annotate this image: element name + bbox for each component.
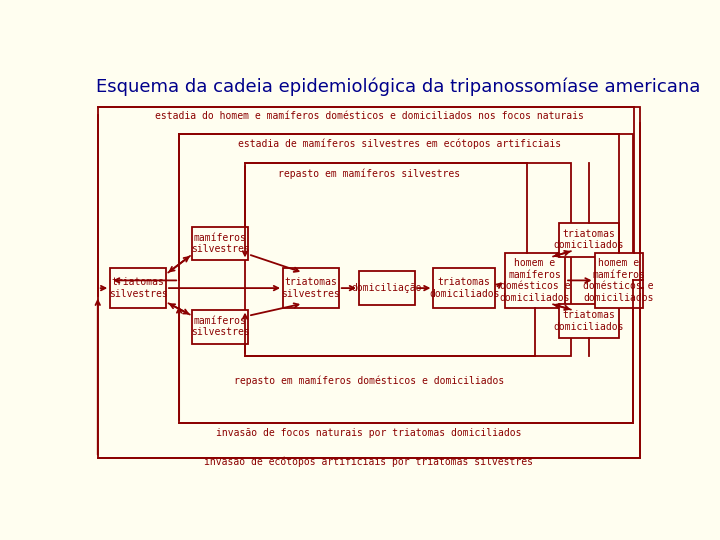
Bar [359,271,415,305]
Text: estadia do homem e mamíferos domésticos e domiciliados nos focos naturais: estadia do homem e mamíferos domésticos … [155,111,583,122]
Text: triatomas
domiciliados: triatomas domiciliados [554,310,624,332]
Text: triatomas
silvestres: triatomas silvestres [282,278,341,299]
Text: repasto em mamíferos silvestres: repasto em mamíferos silvestres [278,168,460,179]
Text: triatomas
silvestres: triatomas silvestres [109,278,168,299]
Text: triatomas
domiciliados: triatomas domiciliados [554,229,624,251]
Text: homem e
mamíferos
domésticos e
domiciliados: homem e mamíferos domésticos e domicilia… [583,258,654,303]
Bar [505,253,565,308]
Bar [559,222,619,256]
Bar [245,164,570,356]
Text: homem e
mamíferos
domésticos e
domiciliados: homem e mamíferos domésticos e domicilia… [500,258,570,303]
Bar [559,304,619,338]
Bar [192,309,248,343]
Text: mamíferos
silvestres: mamíferos silvestres [191,316,250,338]
Text: triatomas
domiciliados: triatomas domiciliados [429,278,500,299]
Text: repasto em mamíferos domésticos e domiciliados: repasto em mamíferos domésticos e domici… [234,375,504,386]
Text: estadia de mamíferos silvestres em ecótopos artificiais: estadia de mamíferos silvestres em ecóto… [238,139,562,150]
Text: Esquema da cadeia epidemiológica da tripanossomíase americana: Esquema da cadeia epidemiológica da trip… [96,77,701,96]
Bar [179,134,632,423]
Bar [110,268,166,308]
Text: mamíferos
silvestres: mamíferos silvestres [191,233,250,254]
Bar [192,226,248,260]
Bar [433,268,495,308]
Text: domiciliação: domiciliação [351,283,422,293]
Text: invasão de focos naturais por triatomas domiciliados: invasão de focos naturais por triatomas … [216,428,522,438]
Bar [98,107,640,457]
Bar [283,268,339,308]
Text: invasão de ecótopos artificiais por triatomas silvestres: invasão de ecótopos artificiais por tria… [204,456,534,467]
Bar [595,253,642,308]
